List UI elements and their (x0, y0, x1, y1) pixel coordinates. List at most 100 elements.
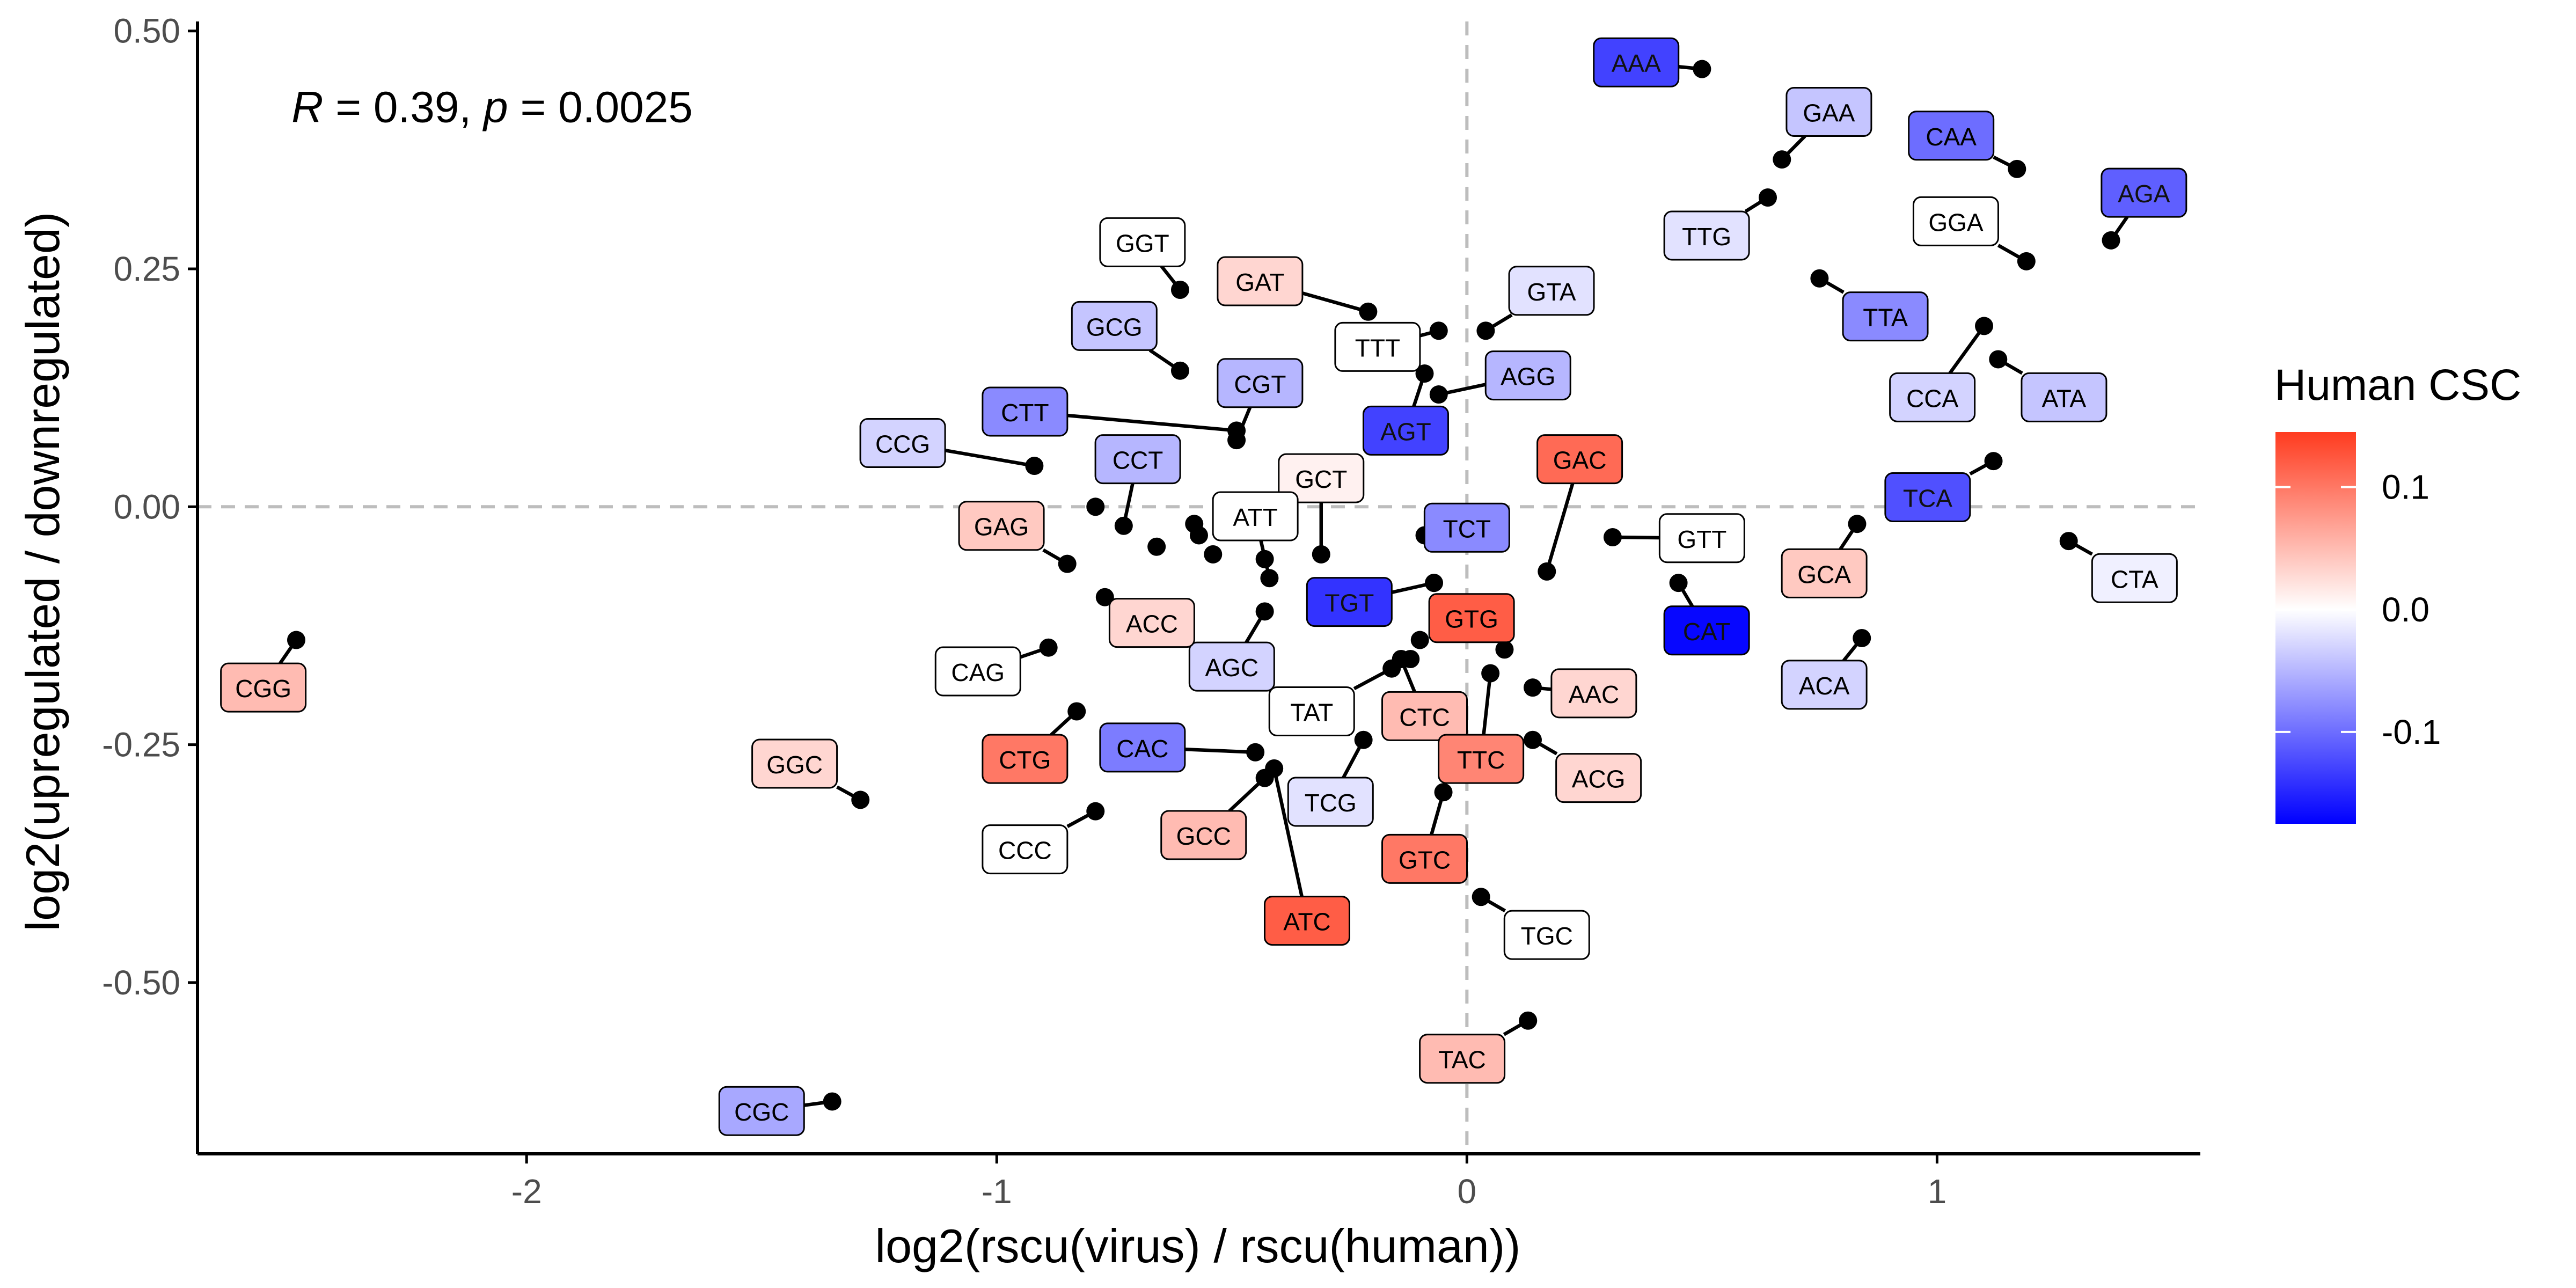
data-points (287, 60, 2120, 1111)
axes: 0.50 0.25 0.00 -0.25 -0.50 -2 -1 0 1 (102, 12, 2200, 1211)
point-tac (1519, 1011, 1538, 1030)
codon-label-tac: TAC (1419, 1034, 1506, 1084)
point-cat (1669, 574, 1688, 592)
codon-label-text: GCA (1797, 560, 1851, 588)
codon-label-text: GAT (1235, 268, 1284, 296)
codon-label-text: GGT (1116, 229, 1169, 257)
point-tta (1810, 269, 1829, 288)
r-value: = 0.39, (323, 83, 484, 132)
point-gcg (1170, 361, 1189, 380)
point-caa (2008, 159, 2026, 178)
codon-label-box (751, 738, 838, 789)
codon-label-text: CCG (875, 430, 930, 458)
codon-label-text: TTG (1682, 223, 1731, 251)
codon-label-cag: CAG (934, 646, 1021, 697)
codon-label-gca: GCA (1781, 548, 1868, 598)
codon-label-aga: AGA (2101, 167, 2187, 218)
codon-label-tta: TTA (1842, 291, 1929, 342)
codon-label-text: GAC (1553, 447, 1607, 474)
correlation-annotation: R = 0.39, p = 0.0025 (291, 83, 693, 132)
codon-label-box (1781, 660, 1868, 710)
legend-colorbar (2275, 432, 2356, 824)
x-tick-label: 1 (1928, 1172, 1947, 1211)
point-gag (1058, 554, 1077, 573)
point-agg (1429, 385, 1448, 404)
legend-ticks: 0.1 0.0 -0.1 (2275, 468, 2441, 751)
codon-label-text: GCG (1086, 313, 1143, 341)
codon-label-box (859, 418, 946, 468)
point-ccg (1025, 457, 1044, 475)
codon-label-box (1263, 896, 1350, 946)
point-cgg (287, 631, 305, 649)
y-tick-label: -0.50 (102, 963, 180, 1002)
codon-label-box (1555, 753, 1642, 803)
x-tick-label: 0 (1458, 1172, 1477, 1211)
point-aca (1853, 628, 1871, 647)
codon-label-gaa: GAA (1785, 86, 1872, 137)
codon-label-cgc: CGC (718, 1086, 805, 1136)
point-cca (1975, 317, 1994, 335)
x-tick-label: -2 (511, 1172, 542, 1211)
codon-label-ttg: TTG (1663, 210, 1750, 261)
point-tgc (1472, 888, 1490, 906)
point-ccc (1086, 802, 1105, 821)
point-tat (1382, 659, 1401, 678)
codon-label-box (1781, 548, 1868, 598)
codon-label-text: TCT (1443, 515, 1491, 543)
codon-label-box (1593, 37, 1680, 87)
leader-line-gac (1545, 482, 1575, 572)
codon-label-box (1278, 453, 1365, 503)
codon-label-text: TAC (1438, 1046, 1486, 1074)
y-tick-label: 0.25 (113, 250, 180, 288)
codon-label-ccc: CCC (982, 824, 1069, 875)
r-symbol: R (291, 83, 323, 132)
codon-label-box (220, 662, 307, 713)
codon-label-text: TTC (1457, 746, 1505, 774)
codon-label-text: GTA (1527, 278, 1576, 306)
point-unlabeled (1255, 550, 1274, 568)
codon-label-box (1287, 777, 1374, 827)
point-aac (1524, 678, 1542, 697)
codon-label-text: AGT (1380, 418, 1431, 445)
codon-label-box (1889, 372, 1976, 422)
point-gga (2017, 252, 2036, 270)
point-unlabeled (1147, 537, 1166, 556)
codon-label-ttt: TTT (1334, 321, 1421, 372)
codon-labels: AAA GAA CAA AGA TTG GGA TTA CCA ATA TCA CTA GCA ACA G… (220, 37, 2187, 1136)
codon-label-text: ACG (1572, 765, 1626, 793)
codon-label-ggc: GGC (751, 738, 838, 789)
codon-label-box (1508, 266, 1595, 316)
legend-tick-label: -0.1 (2382, 713, 2441, 751)
point-gca (1848, 515, 1867, 533)
codon-label-text: CTG (999, 746, 1051, 774)
point-acc (1095, 588, 1114, 606)
codon-label-text: AGG (1501, 363, 1555, 391)
codon-label-text: CCC (998, 837, 1052, 865)
codon-label-text: CAG (951, 658, 1005, 686)
codon-label-box (1099, 217, 1186, 267)
point-ggc (851, 791, 870, 809)
codon-label-box (2091, 553, 2178, 603)
codon-label-text: CAT (1683, 618, 1731, 646)
codon-label-tcg: TCG (1287, 777, 1374, 827)
point-ttt (1429, 321, 1448, 340)
x-axis-title: log2(rscu(virus) / rscu(human)) (875, 1219, 1521, 1272)
codon-label-box (2101, 167, 2187, 218)
codon-label-box (1912, 196, 1999, 246)
codon-label-box (1188, 641, 1275, 692)
codon-label-text: GGC (766, 751, 823, 779)
codon-label-box (1663, 605, 1750, 656)
point-acg (1524, 730, 1542, 749)
codon-label-box (1884, 472, 1971, 523)
codon-label-box (2021, 372, 2107, 422)
codon-label-ctg: CTG (982, 734, 1069, 784)
point-aga (2102, 231, 2120, 250)
point-unlabeled (1190, 526, 1208, 545)
codon-label-gga: GGA (1912, 196, 1999, 246)
codon-label-cat: CAT (1663, 605, 1750, 656)
codon-label-text: ATA (2042, 384, 2087, 412)
codon-label-text: GTG (1445, 605, 1498, 633)
codon-label-text: AGC (1205, 654, 1258, 682)
codon-label-caa: CAA (1908, 111, 1995, 161)
point-ctt (1227, 421, 1246, 440)
